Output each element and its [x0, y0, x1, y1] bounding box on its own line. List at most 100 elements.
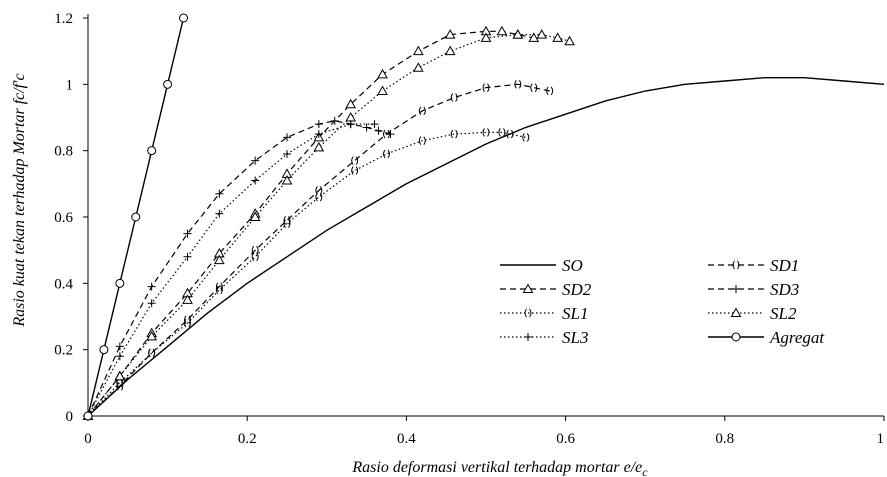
legend: SO SD1 SD2 SD3 SL1 SL2 SL3 Agregat	[500, 256, 825, 347]
x-tick-label: 0.8	[715, 431, 734, 447]
legend-item-sl2: SL2	[708, 304, 797, 323]
data-point-sl1	[148, 348, 156, 358]
legend-label-sd1: SD1	[770, 256, 799, 275]
legend-marker-sd2	[522, 283, 534, 293]
legend-marker-sl1	[524, 308, 532, 318]
legend-marker-agregat	[731, 332, 741, 342]
data-point-sl1	[283, 219, 291, 228]
axes	[87, 14, 884, 417]
data-point-sl2	[345, 111, 357, 122]
data-point-sd3	[251, 156, 260, 165]
x-tick-label: 0.2	[238, 431, 257, 447]
legend-label-sl2: SL2	[770, 304, 797, 323]
data-point-sd3	[183, 229, 192, 238]
data-point-sd1	[116, 381, 124, 391]
data-point-agregat	[147, 146, 157, 156]
data-point-sl1	[383, 149, 390, 159]
x-tick-label: 0	[84, 431, 92, 447]
series-line-sl1	[87, 131, 526, 417]
y-tick-label: 0.2	[54, 343, 73, 359]
data-point-sl3	[251, 176, 260, 185]
legend-item-sd3: SD3	[708, 280, 799, 299]
data-point-sd2	[345, 98, 357, 109]
series-sl1	[84, 128, 530, 421]
x-axis-label: Rasio deformasi vertikal terhadap mortar…	[351, 459, 648, 477]
data-point-sd3	[330, 116, 339, 125]
data-point-agregat	[83, 411, 93, 421]
series-so	[87, 76, 885, 417]
x-axis-label-subscript: c	[642, 465, 648, 477]
data-point-agregat	[99, 345, 109, 355]
legend-item-sd1: SD1	[708, 256, 799, 275]
data-point-sd2	[377, 68, 388, 79]
x-tick-label: 1	[877, 431, 885, 447]
legend-label-sl3: SL3	[562, 328, 588, 347]
data-point-sl1	[522, 133, 530, 142]
series-line-sd1	[87, 83, 550, 417]
data-point-sd3	[314, 120, 323, 129]
legend-item-sd2: SD2	[500, 280, 592, 299]
data-point-sl2	[480, 32, 492, 42]
data-point-sl1	[418, 136, 426, 146]
legend-label-sl1: SL1	[562, 304, 588, 323]
data-point-sl2	[182, 294, 193, 304]
data-point-sd3	[115, 342, 124, 351]
data-point-sl3	[370, 120, 379, 129]
data-point-sl3	[215, 209, 224, 218]
data-point-sl3	[314, 130, 323, 139]
data-point-sl2	[281, 174, 293, 185]
data-point-sl2	[536, 29, 548, 39]
legend-item-sl1: SL1	[500, 304, 588, 323]
data-point-sl2	[444, 45, 456, 56]
y-tick-label: 0.4	[54, 276, 73, 292]
data-point-sl2	[213, 254, 225, 265]
series-group	[82, 13, 885, 421]
legend-item-so: SO	[500, 256, 583, 275]
data-point-sl1	[251, 252, 259, 262]
series-sd2	[82, 25, 540, 420]
series-sl2	[82, 29, 575, 420]
legend-item-agregat: Agregat	[708, 328, 825, 347]
x-tick-labels: 0 0.2 0.4 0.6 0.8 1	[84, 416, 885, 447]
data-point-sd1	[351, 156, 359, 165]
data-point-sl1	[215, 285, 223, 295]
data-point-agregat	[179, 13, 189, 23]
data-point-sl2	[512, 29, 524, 39]
legend-marker-sd1	[732, 260, 740, 270]
legend-label-so: SO	[562, 256, 583, 275]
data-point-sd1	[283, 216, 291, 225]
legend-label-sd2: SD2	[562, 280, 592, 299]
data-point-sl3	[183, 252, 192, 261]
data-point-sd1	[215, 282, 223, 291]
data-point-sl3	[283, 149, 291, 158]
x-tick-label: 0.6	[556, 431, 575, 447]
data-point-sl2	[313, 141, 325, 152]
data-point-agregat	[131, 212, 141, 222]
data-point-sd3	[374, 126, 383, 135]
data-point-sl2	[377, 85, 388, 95]
legend-marker-sd3	[732, 285, 740, 293]
data-point-sl1	[482, 128, 490, 137]
y-tick-label: 0.6	[54, 210, 73, 226]
data-point-sl1	[450, 129, 458, 139]
y-tick-label: 0.8	[54, 144, 73, 160]
data-point-sl1	[184, 318, 191, 328]
data-point-sl2	[249, 211, 261, 221]
series-line-sd2	[87, 30, 534, 417]
data-point-sd3	[362, 123, 371, 132]
data-point-sl1	[351, 166, 359, 175]
legend-item-sl3: SL3	[500, 328, 588, 347]
data-point-sd2	[496, 25, 508, 36]
data-point-sl2	[146, 330, 158, 341]
data-point-sd1	[482, 83, 490, 92]
data-point-sd3	[386, 130, 395, 139]
data-point-sl2	[114, 370, 126, 381]
legend-marker-sl3	[524, 333, 532, 341]
data-point-sl3	[346, 120, 355, 129]
data-point-sd1	[546, 86, 554, 96]
series-agregat	[83, 13, 189, 421]
data-point-sl3	[147, 299, 156, 308]
y-axis-label: Rasio kuat tekan terhadap Mortar fc/f'c	[11, 73, 28, 327]
data-point-sl1	[498, 128, 506, 137]
